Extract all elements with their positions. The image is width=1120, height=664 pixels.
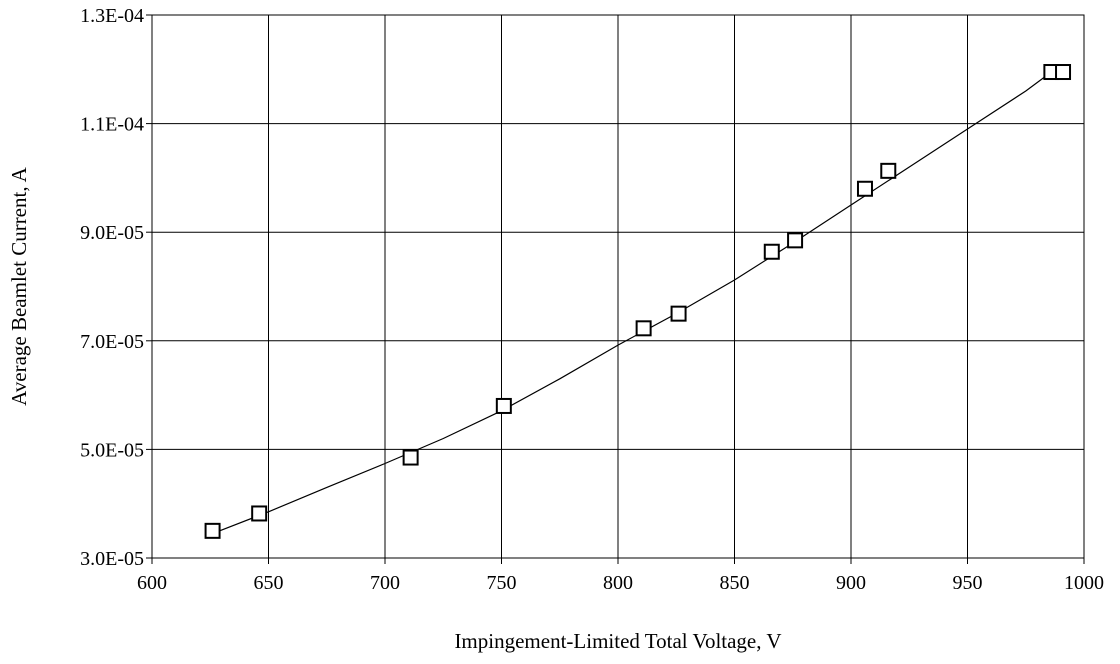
x-tick-label: 650 xyxy=(254,572,284,594)
x-tick-label: 850 xyxy=(720,572,750,594)
x-tick-label: 900 xyxy=(836,572,866,594)
y-tick-label: 1.1E-04 xyxy=(80,114,144,136)
data-point xyxy=(1055,64,1072,81)
y-axis-title: Average Beamlet Current, A xyxy=(7,166,31,406)
y-tick-label: 9.0E-05 xyxy=(80,222,144,244)
data-point xyxy=(204,522,221,539)
x-axis-ticks: 600 650 700 750 800 850 900 950 1000 xyxy=(137,558,1104,594)
x-tick-label: 950 xyxy=(953,572,983,594)
data-point xyxy=(880,162,897,179)
data-points xyxy=(204,64,1072,539)
x-tick-label: 700 xyxy=(370,572,400,594)
x-axis-title: Impingement-Limited Total Voltage, V xyxy=(454,629,781,653)
data-point xyxy=(635,320,652,337)
data-point xyxy=(402,449,419,466)
data-point xyxy=(856,180,873,197)
data-point xyxy=(251,505,268,522)
x-tick-label: 1000 xyxy=(1064,572,1104,594)
data-point xyxy=(787,232,804,249)
y-tick-label: 5.0E-05 xyxy=(80,439,144,461)
grid xyxy=(151,14,1085,559)
y-tick-label: 1.3E-04 xyxy=(80,5,144,27)
x-tick-label: 600 xyxy=(137,572,167,594)
trend-line xyxy=(212,71,1052,535)
data-point xyxy=(670,305,687,322)
data-point xyxy=(763,243,780,260)
data-point xyxy=(495,397,512,414)
y-tick-label: 3.0E-05 xyxy=(80,548,144,570)
x-tick-label: 750 xyxy=(487,572,517,594)
x-tick-label: 800 xyxy=(603,572,633,594)
y-tick-label: 7.0E-05 xyxy=(80,331,144,353)
y-axis-ticks: 3.0E-05 5.0E-05 7.0E-05 9.0E-05 1.1E-04 1.3E-… xyxy=(80,5,152,570)
